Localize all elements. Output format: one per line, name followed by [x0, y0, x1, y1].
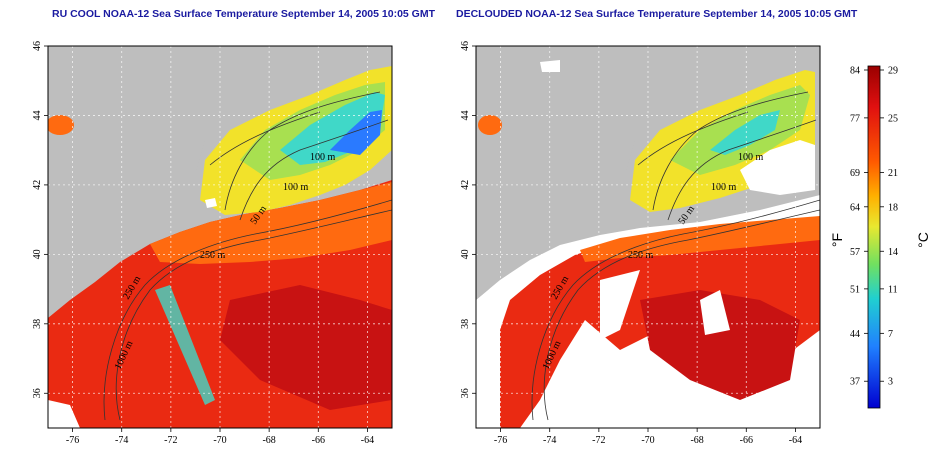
left-map: 100 m 100 m 50 m 250 m 250 m 1000 m -76-…	[32, 41, 393, 446]
ocean-orange-band	[150, 182, 392, 264]
y-tick-label: 44	[32, 110, 43, 120]
y-tick-label: 38	[460, 319, 471, 329]
y-tick-label: 40	[460, 249, 471, 259]
right-y-axis: 36 38 40 42 44 46	[460, 41, 476, 398]
gulf-blue	[330, 110, 382, 155]
colorbar-celsius-ticks: 29 25 21 18 14 11 7 3	[880, 66, 898, 388]
x-tick-label: -66	[740, 435, 753, 446]
ocean-warm-dark	[220, 285, 392, 410]
y-tick-label: 42	[460, 180, 471, 190]
colorbar-tick-c: 14	[888, 247, 898, 258]
y-tick-label: 44	[460, 110, 471, 120]
cloud-specks	[48, 198, 217, 428]
x-tick-label: -68	[262, 435, 275, 446]
left-y-axis: 36 38 40 42 44 46	[32, 41, 48, 398]
colorbar-tick-f: 77	[850, 113, 860, 124]
colorbar-tick-c: 3	[888, 377, 893, 388]
x-tick-label: -64	[789, 435, 802, 446]
x-tick-label: -64	[361, 435, 374, 446]
x-tick-label: -76	[66, 435, 79, 446]
cloud-specks	[540, 60, 730, 340]
x-tick-label: -66	[312, 435, 325, 446]
colorbar-tick-c: 7	[888, 329, 893, 340]
left-x-axis: -76 -74 -72 -70 -68 -66 -64	[66, 428, 374, 446]
ocean-warm-dark	[640, 290, 800, 400]
colorbar-tick-c: 29	[888, 66, 898, 77]
x-tick-label: -70	[213, 435, 226, 446]
new-england-land	[48, 46, 392, 300]
contour-label-100m-south: 100 m	[283, 182, 309, 193]
x-tick-label: -74	[115, 435, 128, 446]
celsius-unit-label: °C	[915, 232, 931, 248]
ocean-orange-band	[580, 216, 820, 262]
y-tick-label: 46	[460, 41, 471, 51]
y-tick-label: 36	[32, 388, 43, 398]
gulf-cyan	[710, 110, 780, 155]
contour-label-250m-a: 250 m	[200, 250, 226, 261]
right-map: 100 m 100 m 50 m 250 m 250 m 1000 m -76-…	[460, 41, 821, 446]
x-tick-label: -72	[592, 435, 605, 446]
lat-lon-grid	[48, 46, 392, 428]
colorbar-tick-f: 69	[850, 168, 860, 179]
east-orange-patch	[48, 115, 74, 135]
colorbar-tick-c: 25	[888, 113, 898, 124]
y-tick-label: 46	[32, 41, 43, 51]
colorbar-tick-f: 57	[850, 247, 860, 258]
colorbar-tick-c: 11	[888, 284, 898, 295]
colorbar-tick-c: 18	[888, 202, 898, 213]
x-tick-label: -76	[494, 435, 507, 446]
left-panel-title: RU COOL NOAA-12 Sea Surface Temperature …	[52, 8, 436, 20]
colorbar-tick-f: 37	[850, 377, 860, 388]
x-tick-label: -68	[690, 435, 703, 446]
colorbar-tick-f: 64	[850, 202, 860, 213]
colorbar-tick-f: 51	[850, 284, 860, 295]
contour-label-250m-a: 250 m	[628, 250, 654, 261]
y-tick-label: 40	[32, 249, 43, 259]
gulf-cloud	[740, 140, 815, 195]
new-england-land	[476, 46, 820, 300]
contour-label-100m-north: 100 m	[738, 152, 764, 163]
right-panel-title: DECLOUDED NOAA-12 Sea Surface Temperatur…	[456, 8, 858, 20]
y-tick-label: 38	[32, 319, 43, 329]
east-orange-patch	[478, 115, 502, 135]
colorbar-tick-f: 84	[850, 66, 860, 77]
colorbar-tick-f: 44	[850, 329, 860, 340]
right-x-axis: -76 -74 -72 -70 -68 -66 -64	[494, 428, 802, 446]
colorbar-fahrenheit-ticks: 84 77 69 64 57 51 44 37	[850, 66, 868, 388]
colorbar-gradient	[867, 65, 881, 409]
colorbar: 84 77 69 64 57 51 44 37 29 25 21 18 14 11 7 3 °F °C	[829, 66, 931, 409]
y-tick-label: 36	[460, 388, 471, 398]
contour-label-100m-south: 100 m	[711, 182, 737, 193]
x-tick-label: -74	[543, 435, 556, 446]
fahrenheit-unit-label: °F	[829, 233, 845, 247]
cold-streak	[155, 285, 215, 405]
lat-lon-grid	[476, 46, 820, 428]
x-tick-label: -72	[164, 435, 177, 446]
contour-label-100m-north: 100 m	[310, 152, 336, 163]
y-tick-label: 42	[32, 180, 43, 190]
colorbar-tick-c: 21	[888, 168, 898, 179]
x-tick-label: -70	[641, 435, 654, 446]
